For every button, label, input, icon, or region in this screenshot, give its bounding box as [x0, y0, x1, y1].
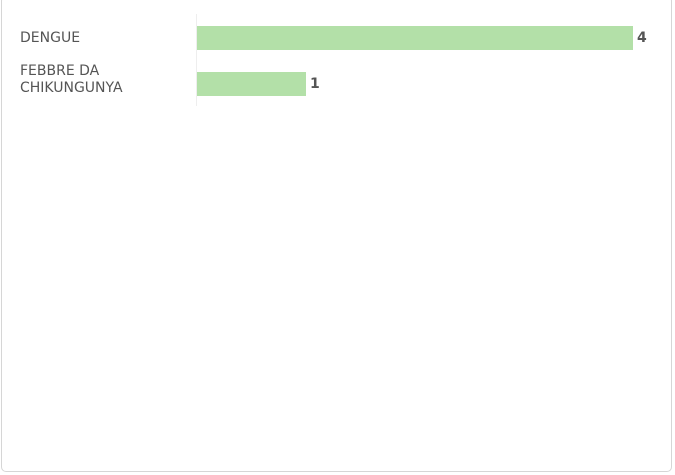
- axis-line: [196, 14, 197, 106]
- bar: [197, 26, 633, 50]
- bar: [197, 72, 306, 96]
- category-label: FEBBRE DA CHIKUNGUNYA: [20, 63, 123, 96]
- value-label: 4: [637, 30, 647, 46]
- category-label: DENGUE: [20, 29, 81, 46]
- value-label: 1: [310, 76, 320, 92]
